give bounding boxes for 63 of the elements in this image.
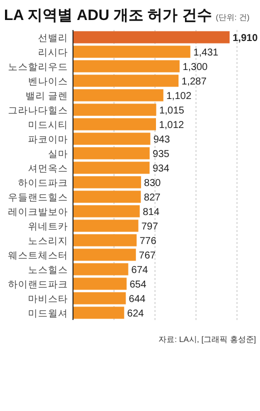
bar	[73, 104, 156, 116]
bar	[73, 248, 136, 261]
bar	[73, 306, 124, 319]
data-label: 1,102	[166, 90, 192, 102]
data-label: 1,300	[182, 62, 208, 73]
data-label: 797	[141, 221, 158, 232]
data-label: 776	[140, 236, 157, 247]
bar	[73, 74, 179, 87]
bar	[73, 162, 150, 174]
data-label: 935	[152, 148, 170, 160]
y-tick-label: 노스할리우드	[8, 62, 68, 73]
y-tick-label: 노스리지	[28, 236, 68, 247]
y-tick-label: 미드시티	[28, 120, 68, 131]
bar	[73, 292, 126, 304]
bar	[73, 205, 140, 218]
y-tick-label: 셔먼옥스	[28, 163, 68, 174]
y-tick-label: 마비스타	[28, 294, 68, 305]
data-label: 830	[144, 178, 162, 189]
bar	[73, 31, 230, 44]
data-label: 1,287	[182, 76, 207, 88]
bar	[73, 263, 128, 276]
y-tick-label: 리시다	[38, 47, 68, 58]
y-tick-label: 노스힐스	[28, 264, 68, 276]
data-label: 943	[153, 134, 170, 146]
data-label: 644	[128, 294, 146, 305]
y-tick-label: 위네트카	[28, 221, 68, 232]
bar	[73, 190, 141, 203]
y-tick-label: 밸리 글렌	[25, 90, 68, 102]
text: 자료: LA시, [그래픽 홍성준]	[158, 335, 256, 344]
bar	[73, 60, 180, 72]
bar	[73, 220, 138, 232]
y-tick-label: 레이크발보아	[8, 206, 68, 218]
bar	[73, 132, 150, 145]
y-tick-label: 벤나이스	[28, 76, 68, 88]
y-tick-label: 하이드파크	[18, 178, 68, 189]
chart-subtitle: (단위: 건)	[216, 13, 250, 22]
y-tick-label: 실마	[48, 148, 68, 160]
data-label: 674	[131, 264, 148, 276]
data-label: 654	[130, 279, 147, 290]
bar	[73, 89, 164, 102]
y-tick-label: 파코이마	[28, 134, 68, 146]
data-label: 767	[138, 250, 156, 262]
y-tick-label: 그라나다힐스	[8, 105, 68, 116]
bar	[73, 118, 156, 130]
y-tick-label: 미드윌셔	[28, 308, 68, 320]
y-tick-label: 웨스트체스터	[8, 250, 68, 262]
bar	[73, 278, 127, 290]
bar	[73, 147, 150, 160]
data-label: 934	[152, 163, 170, 174]
bar	[73, 46, 190, 58]
y-tick-label: 선밸리	[38, 32, 68, 44]
data-label: 1,431	[193, 47, 219, 58]
data-label: 1,012	[158, 120, 184, 131]
bar	[73, 176, 142, 188]
y-tick-label: 하이랜드파크	[8, 279, 68, 290]
data-label: 624	[127, 308, 144, 320]
data-label: 1,015	[159, 105, 185, 116]
data-label: 814	[142, 206, 160, 218]
data-label: 827	[144, 192, 161, 204]
y-tick-label: 우들랜드힐스	[8, 192, 68, 204]
bar	[73, 234, 137, 246]
data-label: 1,910	[232, 32, 258, 44]
chart-title: LA 지역별 ADU 개조 허가 건수	[4, 7, 212, 24]
